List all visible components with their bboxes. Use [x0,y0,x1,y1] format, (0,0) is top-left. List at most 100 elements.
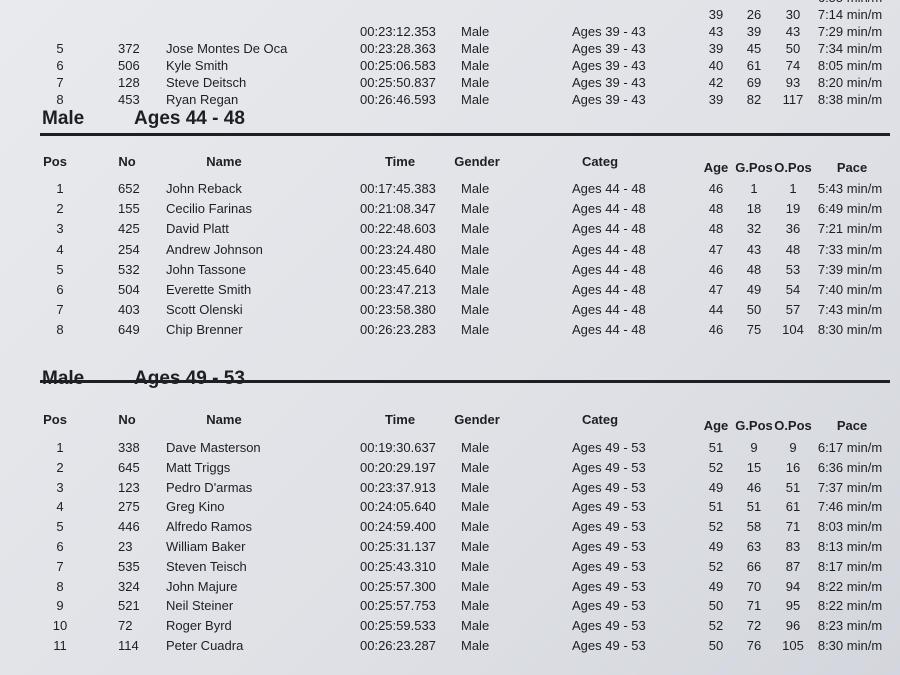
bib: 338 [118,440,140,455]
bib: 123 [118,479,140,495]
section-rule [40,380,890,383]
age: 52 [708,519,724,535]
section-title: Ages 49 - 53 [134,368,245,389]
age: 42 [708,75,724,90]
name: William Baker [166,539,246,554]
category: Ages 49 - 53 [572,519,646,535]
age: 39 [708,7,724,22]
gender: Male [461,578,490,594]
age: 44 [708,302,724,318]
overall-pos: 61 [785,499,801,515]
overall-pos: 36 [785,221,801,237]
gender: Male [461,459,490,475]
age: 39 [708,41,724,56]
gender: Male [461,322,490,338]
column-header: Gender [454,154,500,169]
gender-pos: 18 [746,201,762,217]
bib: 403 [118,302,140,318]
column-header: No [118,154,136,169]
gender-pos: 48 [746,261,762,277]
gender: Male [461,440,490,455]
section-title: Ages 44 - 48 [134,108,245,129]
bib: 506 [118,58,140,73]
pos: 8 [56,578,64,594]
gender: Male [461,221,490,237]
pos: 1 [56,440,64,455]
pos: 9 [56,598,64,614]
gender: Male [461,499,490,515]
time: 00:23:28.363 [360,41,436,56]
category: Ages 49 - 53 [572,539,646,554]
overall-pos: 53 [785,261,801,277]
age: 51 [708,499,724,515]
time: 00:26:46.593 [360,92,436,107]
column-header: Name [206,154,242,169]
name: John Tassone [166,261,246,277]
time: 00:25:50.837 [360,75,436,90]
column-header: G.Pos [735,160,773,175]
age: 49 [708,479,724,495]
overall-pos: 43 [785,24,801,39]
overall-pos: 48 [785,241,801,257]
gender: Male [461,479,490,495]
pace: 8:30 min/m [817,638,883,653]
gender-pos: 15 [746,459,762,475]
bib: 453 [118,92,140,107]
age: 46 [708,322,724,338]
category: Ages 44 - 48 [572,181,646,196]
pos: 7 [56,302,64,318]
gender: Male [461,618,490,634]
gender: Male [461,41,490,56]
pos: 5 [56,261,64,277]
gender: Male [461,519,490,535]
gender-pos: 9 [750,440,758,455]
overall-pos: 96 [785,618,801,634]
pace: 7:14 min/m [817,7,883,22]
column-header: Name [206,412,242,427]
pace: 7:21 min/m [817,221,883,237]
time: 00:23:58.380 [360,302,436,318]
category: Ages 44 - 48 [572,282,646,297]
category: Ages 39 - 43 [572,41,646,56]
time: 00:26:23.287 [360,638,436,653]
name: Chip Brenner [166,322,243,338]
category: Ages 39 - 43 [572,24,646,39]
pos: 2 [56,459,64,475]
column-header: Pace [836,160,868,175]
gender-pos: 39 [746,24,762,39]
overall-pos: 104 [782,322,804,338]
gender-pos: 61 [746,58,762,73]
name: Alfredo Ramos [166,519,252,535]
pos: 6 [56,58,64,73]
name: Dave Masterson [166,440,261,455]
gender-pos: 51 [746,499,762,515]
time: 00:25:31.137 [360,539,436,554]
name: John Majure [166,578,238,594]
gender: Male [461,638,490,653]
time: 00:25:59.533 [360,618,436,634]
pace: 8:22 min/m [817,598,883,614]
time: 00:26:23.283 [360,322,436,338]
overall-pos: 51 [785,479,801,495]
overall-pos: 117 [782,92,804,107]
name: Roger Byrd [166,618,232,634]
gender-pos: 49 [746,282,762,297]
bib: 645 [118,459,140,475]
pace: 8:05 min/m [817,58,883,73]
name: Pedro D'armas [166,479,253,495]
category: Ages 49 - 53 [572,558,646,574]
gender-pos: 1 [750,181,758,196]
age: 49 [708,539,724,554]
name: Peter Cuadra [166,638,244,653]
time: 00:21:08.347 [360,201,436,217]
category: Ages 44 - 48 [572,302,646,318]
bib: 114 [118,638,139,653]
column-header: O.Pos [774,418,812,433]
overall-pos: 94 [785,578,801,594]
time: 00:25:06.583 [360,58,436,73]
category: Ages 49 - 53 [572,598,646,614]
pace: 8:17 min/m [817,558,883,574]
overall-pos: 83 [785,539,801,554]
pace: 5:43 min/m [817,181,883,196]
pace: 8:13 min/m [817,539,883,554]
